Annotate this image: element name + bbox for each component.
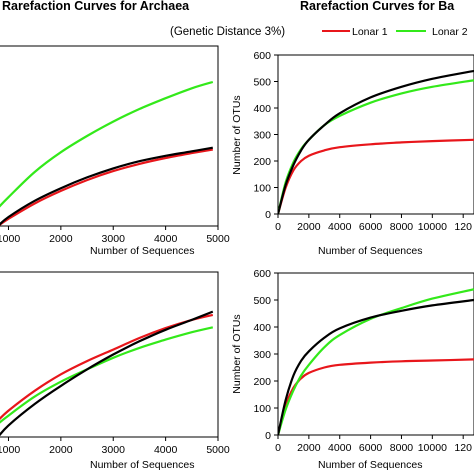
x-tick-label: 0: [275, 221, 281, 233]
series-line-lonar-2: [0, 80, 214, 208]
x-axis-label: Number of Sequences: [318, 245, 422, 257]
y-tick-label: 0: [265, 430, 271, 442]
x-tick-label: 6000: [359, 221, 383, 233]
y-tick-label: 300: [253, 130, 271, 142]
y-tick-label: 300: [253, 349, 271, 361]
x-tick-label: 4000: [328, 442, 352, 454]
x-tick-label: 4000: [328, 221, 352, 233]
chart-panel-top-left: 1000 2000 3000 4000 5000 Number of Sequences: [0, 45, 230, 257]
legend-label-lonar1: Lonar 1: [352, 26, 388, 38]
x-axis-label: Number of Sequences: [90, 459, 194, 471]
x-tick-label: 2000: [49, 444, 73, 456]
series-line-black-curve: [0, 146, 213, 226]
series-line-black-curve: [0, 310, 214, 437]
legend: Lonar 1 Lonar 2: [322, 26, 468, 38]
plot-frame: [277, 54, 474, 215]
plot-frame: [0, 271, 219, 438]
series-line-lonar-1: [278, 138, 474, 214]
y-tick-label: 200: [253, 156, 271, 168]
x-tick-label: 120: [454, 442, 472, 454]
series-line-lonar-1: [0, 148, 213, 226]
title-archaea: Rarefaction Curves for Archaea: [2, 0, 190, 13]
title-bacteria: Rarefaction Curves for Ba: [300, 0, 455, 13]
x-tick-label: 2000: [49, 233, 73, 245]
x-tick-label: 1000: [0, 233, 20, 245]
x-tick-label: 2000: [297, 221, 321, 233]
y-tick-label: 100: [253, 403, 271, 415]
x-tick-label: 3000: [102, 233, 126, 245]
y-tick-label: 600: [253, 50, 271, 62]
series-line-black-curve: [278, 298, 474, 435]
plot-frame: [0, 45, 219, 227]
y-tick-label: 500: [253, 295, 271, 307]
chart-panels: 10002000300040005000Number of Sequences0…: [0, 45, 474, 471]
x-tick-label: 10000: [418, 442, 447, 454]
y-tick-label: 100: [253, 183, 271, 195]
chart-panel-bottom-right: 0 2000 4000 6000 8000 10000 120 0 100 200 300 400 50…: [231, 268, 474, 471]
y-tick-label: 200: [253, 376, 271, 388]
chart-panel-bottom-left: 1000 2000 3000 4000 5000 Number of Sequences: [0, 271, 230, 471]
x-tick-label: 3000: [102, 444, 126, 456]
subtitle-genetic-distance: (Genetic Distance 3%): [170, 26, 285, 38]
x-tick-label: 10000: [418, 221, 447, 233]
x-tick-label: 2000: [297, 442, 321, 454]
x-tick-label: 4000: [154, 233, 178, 245]
x-axis-label: Number of Sequences: [90, 245, 194, 257]
y-tick-label: 500: [253, 77, 271, 89]
series-line-black-curve: [278, 69, 474, 214]
x-tick-label: 8000: [390, 221, 414, 233]
series-line-lonar-1: [0, 313, 214, 421]
x-tick-label: 5000: [206, 233, 230, 245]
series-line-lonar-1: [278, 358, 474, 435]
y-tick-label: 400: [253, 103, 271, 115]
x-tick-label: 6000: [359, 442, 383, 454]
x-tick-label: 5000: [206, 444, 230, 456]
x-tick-label: 1000: [0, 444, 20, 456]
y-tick-label: 600: [253, 268, 271, 280]
y-tick-label: 0: [265, 209, 271, 221]
x-tick-label: 120: [454, 221, 472, 233]
series-line-lonar-2: [278, 288, 474, 435]
series-line-lonar-2: [278, 79, 474, 214]
y-axis-label: Number of OTUs: [231, 95, 243, 174]
x-tick-label: 4000: [154, 444, 178, 456]
x-axis-label: Number of Sequences: [318, 459, 422, 471]
series-line-lonar-2: [0, 326, 214, 424]
y-axis-label: Number of OTUs: [231, 314, 243, 393]
y-tick-label: 400: [253, 322, 271, 334]
x-tick-label: 8000: [390, 442, 414, 454]
legend-label-lonar2: Lonar 2: [432, 26, 468, 38]
chart-panel-top-right: 0 2000 4000 6000 8000 10000 120 0 100 200 300 400 50…: [231, 50, 474, 257]
x-tick-label: 0: [275, 442, 281, 454]
